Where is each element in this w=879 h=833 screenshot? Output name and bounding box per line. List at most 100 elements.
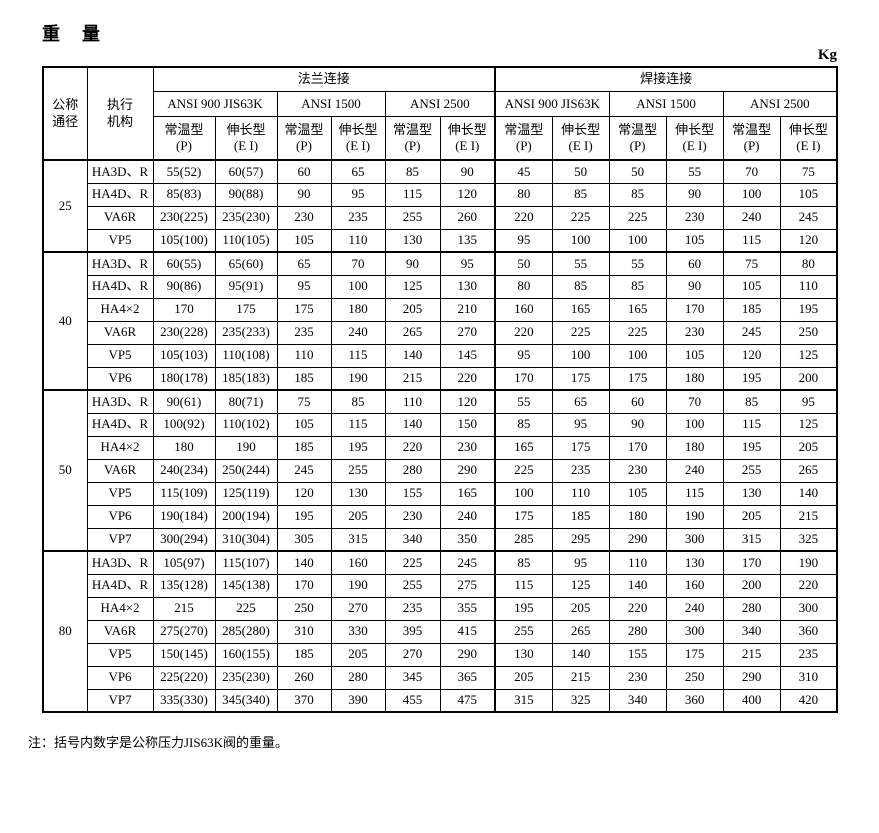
weight-cell: 115: [330, 412, 386, 437]
table-row: 80 HA3D、R 105(97) 115(107) 140 160 225 245 85 95 1…: [42, 550, 838, 713]
weight-cell: 70: [665, 389, 724, 414]
weight-cell: 310: [276, 619, 332, 644]
weight-cell: 200: [722, 573, 781, 598]
weight-cell: 255: [722, 458, 781, 483]
weight-cell: 85: [608, 274, 667, 299]
weight-cell: 190: [214, 435, 278, 460]
weight-cell: 195: [722, 435, 781, 460]
weight-cell: 240: [439, 504, 496, 529]
weight-cell: 275: [439, 573, 496, 598]
actuator-cell: HA4×2: [86, 297, 154, 322]
weight-cell: 205: [494, 665, 553, 690]
table-row: HA4D、R 135(128) 145(138) 170 190 255 275 115 125…: [43, 573, 838, 598]
weight-cell: 115: [494, 573, 553, 598]
weight-cell: 115: [722, 412, 781, 437]
actuator-cell: VP5: [86, 228, 154, 253]
weight-cell: 240: [665, 596, 724, 621]
weight-cell: 180: [665, 366, 724, 391]
weight-cell: 300(294): [152, 527, 216, 552]
weight-cell: 105(103): [152, 343, 216, 368]
weight-cell: 265: [779, 458, 838, 483]
weight-cell: 205: [384, 297, 441, 322]
weight-cell: 205: [722, 504, 781, 529]
weight-cell: 180(178): [152, 366, 216, 391]
weight-cell: 250(244): [214, 458, 278, 483]
weight-cell: 65: [276, 251, 332, 276]
weight-cell: 90: [439, 159, 496, 184]
weight-cell: 225: [551, 205, 610, 230]
weight-cell: 100: [551, 343, 610, 368]
actuator-cell: HA4D、R: [86, 274, 154, 299]
weight-cell: 235: [384, 596, 441, 621]
table-body: 25 HA3D、R 55(52) 60(57) 60 65 85 90 45 50 50 55 70 75…: [42, 159, 838, 713]
weight-cell: 110: [608, 550, 667, 575]
weight-cell: 130: [330, 481, 386, 506]
weight-cell: 245: [276, 458, 332, 483]
actuator-cell: VP5: [86, 481, 154, 506]
weight-cell: 195: [330, 435, 386, 460]
weight-cell: 185(183): [214, 366, 278, 391]
weight-cell: 395: [384, 619, 441, 644]
weight-cell: 85: [494, 550, 553, 575]
weight-cell: 330: [330, 619, 386, 644]
weight-cell: 185: [276, 435, 332, 460]
weight-cell: 115: [330, 343, 386, 368]
weight-cell: 200: [779, 366, 838, 391]
weight-cell: 195: [494, 596, 553, 621]
weight-cell: 185: [551, 504, 610, 529]
weight-cell: 115(107): [214, 550, 278, 575]
weight-cell: 315: [330, 527, 386, 552]
weight-cell: 250: [276, 596, 332, 621]
weight-cell: 80(71): [214, 389, 278, 414]
weight-cell: 255: [494, 619, 553, 644]
weight-cell: 175: [608, 366, 667, 391]
weight-cell: 220: [384, 435, 441, 460]
weight-cell: 95: [439, 251, 496, 276]
weight-cell: 110(105): [214, 228, 278, 253]
weight-cell: 280: [608, 619, 667, 644]
weight-cell: 60: [665, 251, 724, 276]
weight-cell: 250: [779, 320, 838, 345]
weight-cell: 185: [276, 642, 332, 667]
weight-cell: 90: [276, 182, 332, 207]
weight-cell: 120: [439, 182, 496, 207]
table-row: HA4D、R 85(83) 90(88) 90 95 115 120 80 85 85 90 100 1…: [43, 182, 838, 207]
weight-cell: 215: [551, 665, 610, 690]
weight-cell: 120: [276, 481, 332, 506]
col-header-type: 常温型 (P): [152, 116, 216, 161]
weight-cell: 125(119): [214, 481, 278, 506]
col-header-type: 伸长型 (E I): [439, 116, 496, 161]
weight-cell: 180: [152, 435, 216, 460]
weight-cell: 100: [722, 182, 781, 207]
weight-cell: 190: [330, 573, 386, 598]
weight-cell: 295: [551, 527, 610, 552]
weight-cell: 85: [494, 412, 553, 437]
weight-cell: 220: [494, 320, 553, 345]
weight-cell: 100(92): [152, 412, 216, 437]
weight-cell: 170: [722, 550, 781, 575]
weight-cell: 315: [722, 527, 781, 552]
weight-cell: 140: [384, 343, 441, 368]
weight-cell: 340: [608, 688, 667, 713]
weight-cell: 220: [439, 366, 496, 391]
weight-cell: 335(330): [152, 688, 216, 713]
weight-cell: 225: [608, 205, 667, 230]
weight-cell: 165: [494, 435, 553, 460]
weight-cell: 365: [439, 665, 496, 690]
weight-cell: 125: [384, 274, 441, 299]
group-header-pressure-class: ANSI 1500: [276, 91, 386, 117]
group-header-pressure-class: ANSI 1500: [608, 91, 724, 117]
weight-cell: 70: [330, 251, 386, 276]
weight-cell: 160(155): [214, 642, 278, 667]
header-row-1: 公称 通径 执行 机构 法兰连接 焊接连接: [42, 66, 838, 161]
weight-cell: 220: [779, 573, 838, 598]
weight-cell: 230: [608, 665, 667, 690]
table-row: VA6R 240(234) 250(244) 245 255 280 290 225 235 23…: [43, 458, 838, 483]
weight-cell: 190: [665, 504, 724, 529]
actuator-cell: HA3D、R: [86, 159, 154, 184]
weight-cell: 215: [722, 642, 781, 667]
weight-cell: 140: [276, 550, 332, 575]
group-header-pressure-class: ANSI 2500: [722, 91, 838, 117]
weight-cell: 100: [494, 481, 553, 506]
weight-cell: 190: [330, 366, 386, 391]
